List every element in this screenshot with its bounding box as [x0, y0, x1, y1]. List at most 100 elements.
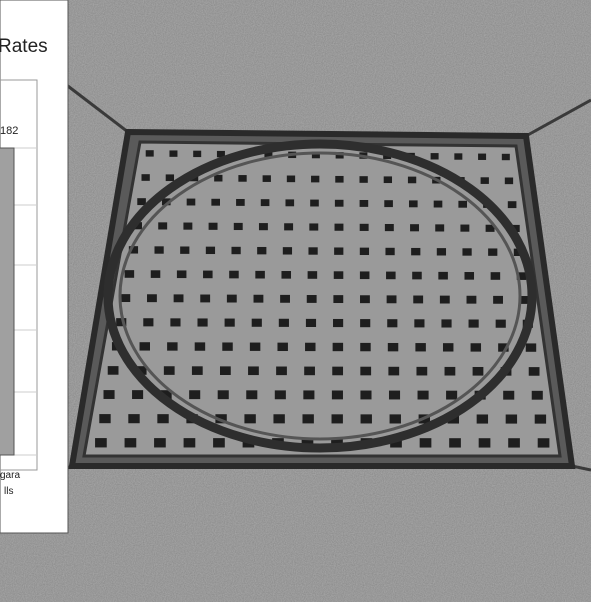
grip-square — [280, 294, 290, 303]
grip-square — [449, 438, 461, 448]
grip-square — [310, 199, 319, 207]
grip-square — [466, 295, 477, 304]
grip-square — [359, 247, 370, 256]
grip-square — [534, 414, 547, 424]
grip-square — [442, 343, 454, 352]
grip-square — [208, 222, 218, 230]
grip-square — [246, 390, 258, 400]
grip-square — [311, 151, 320, 159]
grip-square — [433, 200, 443, 208]
grip-square — [335, 152, 344, 159]
grip-square — [531, 390, 543, 400]
grip-square — [139, 342, 150, 351]
grip-square — [331, 414, 343, 424]
grip-square — [410, 224, 419, 232]
grip-square — [525, 343, 537, 352]
grip-square — [154, 246, 164, 254]
grip-square — [505, 414, 518, 424]
grip-square — [384, 223, 394, 232]
grip-square — [278, 318, 289, 327]
grip-square — [331, 390, 343, 400]
category-label: gara — [0, 470, 20, 481]
grip-square — [282, 247, 293, 255]
grip-square — [186, 198, 196, 206]
grip-square — [468, 319, 479, 328]
grip-square — [485, 224, 495, 232]
grip-square — [387, 342, 399, 352]
grip-square — [163, 366, 175, 375]
chart-fragment: Rates 182 gara lls — [0, 0, 69, 534]
grip-square — [276, 366, 287, 376]
grip-square — [476, 414, 489, 424]
grip-square — [189, 390, 201, 400]
grip-square — [386, 271, 396, 280]
grip-square — [157, 414, 169, 424]
grip-square — [147, 294, 157, 303]
grip-square — [331, 438, 343, 448]
grip-square — [332, 366, 344, 376]
grip-square — [441, 319, 452, 328]
grip-square — [229, 270, 239, 279]
grip-square — [412, 271, 422, 280]
grip-square — [222, 342, 233, 351]
grip-square — [360, 319, 371, 328]
grip-square — [95, 438, 107, 448]
plot-area — [0, 79, 38, 471]
grip-square — [180, 246, 190, 254]
grip-square — [183, 222, 193, 230]
grip-square — [516, 272, 527, 280]
grip-square — [285, 199, 295, 207]
grip-square — [488, 248, 498, 256]
grip-square — [304, 366, 315, 376]
grip-square — [191, 366, 203, 375]
grip-square — [120, 294, 131, 303]
grip-square — [257, 246, 267, 255]
grip-square — [161, 198, 171, 206]
grip-square — [281, 271, 292, 279]
grip-square — [124, 270, 135, 278]
grip-square — [255, 270, 265, 279]
grip-square — [249, 342, 261, 351]
grip-square — [308, 247, 318, 255]
grip-square — [183, 438, 196, 448]
grip-square — [154, 438, 166, 448]
grip-square — [305, 342, 316, 352]
grip-square — [248, 366, 259, 376]
grip-square — [205, 246, 216, 255]
grip-square — [306, 295, 317, 303]
grip-square — [335, 175, 344, 183]
grip-square — [416, 366, 428, 376]
grip-square — [454, 153, 463, 160]
data-label: 182 — [0, 125, 18, 137]
grip-square — [284, 223, 294, 231]
grip-square — [309, 223, 319, 231]
grip-square — [444, 366, 456, 376]
grip-square — [213, 438, 225, 448]
grip-square — [307, 271, 318, 279]
grip-square — [165, 174, 175, 182]
grip-square — [145, 150, 154, 157]
chart-title: Rates — [0, 36, 48, 57]
grip-square — [385, 247, 395, 256]
grip-square — [359, 199, 369, 207]
grip-square — [333, 295, 344, 304]
grip-square — [359, 176, 368, 183]
grip-square — [359, 271, 370, 280]
grip-square — [498, 343, 509, 352]
grip-square — [219, 366, 231, 375]
grip-square — [244, 414, 256, 424]
cover-ring — [103, 139, 537, 453]
grip-square — [137, 198, 146, 206]
grip-square — [501, 153, 510, 161]
grip-square — [150, 270, 161, 278]
grip-square — [446, 390, 458, 400]
grip-square — [200, 294, 211, 303]
grip-square — [176, 270, 187, 279]
cover-edge — [118, 151, 522, 441]
grip-square — [359, 223, 369, 231]
grip-square — [435, 224, 445, 232]
grip-square — [333, 271, 344, 279]
